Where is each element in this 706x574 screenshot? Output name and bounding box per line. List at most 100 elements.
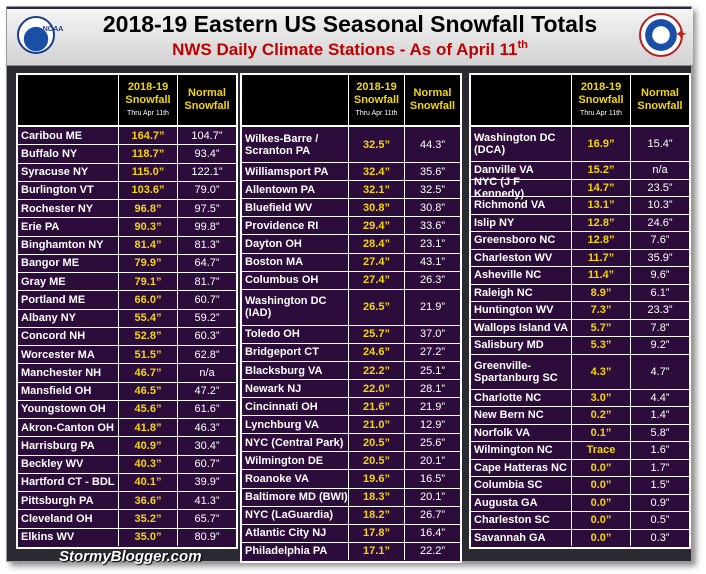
- normal-snowfall: 9.2”: [630, 337, 689, 354]
- station-name: Boston MA: [245, 256, 304, 269]
- header-current-line2: Snowfall: [578, 93, 624, 106]
- normal-snowfall: 0.5”: [630, 512, 689, 529]
- current-snowfall: 18.3”: [348, 488, 404, 506]
- table-row: Toledo OH 25.7” 37.0”: [242, 325, 460, 344]
- table-row: Cleveland OH 35.2” 65.7”: [18, 510, 236, 529]
- table-row: Providence RI 29.4” 33.6”: [242, 217, 460, 236]
- station-name: Charlotte NC: [474, 391, 542, 404]
- current-snowfall: 96.8”: [118, 200, 177, 218]
- current-snowfall: 79.1”: [118, 273, 177, 291]
- table-row: Columbus OH 27.4” 26.3”: [242, 271, 460, 290]
- table-row: Atlantic City NJ 17.8” 16.4”: [242, 524, 460, 543]
- header-normal-line2: Snowfall: [184, 100, 230, 112]
- current-snowfall: 21.6”: [348, 398, 404, 416]
- current-snowfall: 0.0”: [571, 494, 630, 511]
- normal-snowfall: 81.3”: [177, 236, 236, 254]
- table-row: Augusta GA 0.0” 0.9”: [471, 494, 689, 512]
- page-subtitle: NWS Daily Climate Stations - As of April…: [7, 39, 693, 60]
- normal-snowfall: 12.9”: [404, 416, 460, 434]
- current-snowfall: 0.0”: [571, 477, 630, 494]
- station-name: Concord NH: [21, 330, 86, 343]
- normal-snowfall: 33.6”: [404, 217, 460, 235]
- normal-snowfall: 26.3”: [404, 271, 460, 289]
- normal-snowfall: 21.9”: [404, 398, 460, 416]
- current-snowfall: 12.8”: [571, 214, 630, 231]
- current-snowfall: 0.0”: [571, 459, 630, 476]
- current-snowfall: 41.8”: [118, 419, 177, 437]
- station-name: Cincinnati OH: [245, 400, 318, 413]
- normal-snowfall: 20.1”: [404, 452, 460, 470]
- station-name: Toledo OH: [245, 328, 300, 341]
- table-row: Hartford CT - BDL 40.1” 39.9”: [18, 473, 236, 492]
- station-name: Wallops Island VA: [474, 321, 569, 334]
- table-row: Newark NJ 22.0” 28.1”: [242, 380, 460, 399]
- table-row: Caribou ME 164.7” 104.7”: [18, 127, 236, 146]
- current-snowfall: 36.6”: [118, 492, 177, 510]
- normal-snowfall: 59.2”: [177, 309, 236, 327]
- table-row: Worcester MA 51.5” 62.8”: [18, 346, 236, 365]
- normal-snowfall: 7.8”: [630, 319, 689, 336]
- normal-snowfall: 20.1”: [404, 488, 460, 506]
- current-snowfall: 27.4”: [348, 271, 404, 289]
- current-snowfall: 20.5”: [348, 452, 404, 470]
- table-header: 2018-19 Snowfall Thru Apr 11th Normal Snowfa…: [242, 75, 460, 127]
- station-name: Erie PA: [21, 220, 60, 233]
- station-name: Charleston SC: [474, 514, 550, 527]
- table-row: Charlotte NC 3.0” 4.4”: [471, 389, 689, 407]
- station-name: Syracuse NY: [21, 166, 89, 179]
- normal-snowfall: 32.5”: [404, 181, 460, 199]
- normal-snowfall: 25.6”: [404, 434, 460, 452]
- normal-snowfall: 16.4”: [404, 524, 460, 542]
- nws-logo-icon: ✦: [639, 13, 687, 57]
- current-snowfall: 55.4”: [118, 309, 177, 327]
- station-name: Huntington WV: [474, 304, 554, 317]
- normal-snowfall: 6.1”: [630, 284, 689, 301]
- table-row: Williamsport PA 32.4” 35.6”: [242, 163, 460, 182]
- table-row: Charleston WV 11.7” 35.9”: [471, 249, 689, 267]
- current-snowfall: 0.0”: [571, 529, 630, 546]
- station-name: Augusta GA: [474, 496, 538, 509]
- normal-snowfall: 9.6”: [630, 267, 689, 284]
- normal-snowfall: 93.4”: [177, 145, 236, 163]
- station-name: Washington DC (DCA): [474, 132, 556, 156]
- header-city-cell: [18, 75, 118, 125]
- normal-snowfall: 60.7”: [177, 455, 236, 473]
- table-row: Mansfield OH 46.5” 47.2”: [18, 382, 236, 401]
- station-name: Providence RI: [245, 219, 319, 232]
- normal-snowfall: 1.6”: [630, 442, 689, 459]
- station-name: Newark NJ: [245, 382, 302, 395]
- table-row: Savannah GA 0.0” 0.3”: [471, 529, 689, 546]
- station-name: Atlantic City NJ: [245, 527, 327, 540]
- normal-snowfall: 0.3”: [630, 529, 689, 546]
- station-name: Burlington VT: [21, 184, 94, 197]
- current-snowfall: 103.6”: [118, 181, 177, 199]
- current-snowfall: 5.3”: [571, 337, 630, 354]
- current-snowfall: 35.2”: [118, 510, 177, 528]
- table-row: Beckley WV 40.3” 60.7”: [18, 455, 236, 474]
- current-snowfall: 18.2”: [348, 506, 404, 524]
- station-name: Bridgeport CT: [245, 346, 319, 359]
- nws-star-icon: ✦: [675, 26, 687, 42]
- normal-snowfall: 60.3”: [177, 327, 236, 345]
- table-row: NYC (Central Park) 20.5” 25.6”: [242, 434, 460, 453]
- station-name: Savannah GA: [474, 531, 546, 544]
- current-snowfall: 32.5”: [348, 127, 404, 163]
- table-row: Washington DC (IAD) 26.5” 21.9”: [242, 289, 460, 326]
- station-name: Harrisburg PA: [21, 439, 95, 452]
- infographic-frame: NOAA 2018-19 Eastern US Seasonal Snowfal…: [6, 6, 693, 565]
- station-name: Lynchburg VA: [245, 418, 319, 431]
- current-snowfall: 20.5”: [348, 434, 404, 452]
- table-row: Wilmington NC Trace 1.6”: [471, 442, 689, 460]
- header-current-line2: Snowfall: [353, 93, 400, 106]
- normal-snowfall: n/a: [630, 162, 689, 179]
- table-row: Greenville-Spartanburg SC 4.3” 4.7”: [471, 354, 689, 390]
- normal-snowfall: 1.4”: [630, 407, 689, 424]
- normal-snowfall: 61.6”: [177, 400, 236, 418]
- station-name: Williamsport PA: [245, 165, 329, 178]
- station-name: Caribou ME: [21, 129, 83, 142]
- table-row: Dayton OH 28.4” 23.1”: [242, 235, 460, 254]
- station-name: Rochester NY: [21, 202, 94, 215]
- header-current-line3: Thru Apr 11th: [355, 109, 398, 117]
- table-row: Concord NH 52.8” 60.3”: [18, 327, 236, 346]
- table-header: 2018-19 Snowfall Thru Apr 11th Normal Snowfa…: [18, 75, 236, 127]
